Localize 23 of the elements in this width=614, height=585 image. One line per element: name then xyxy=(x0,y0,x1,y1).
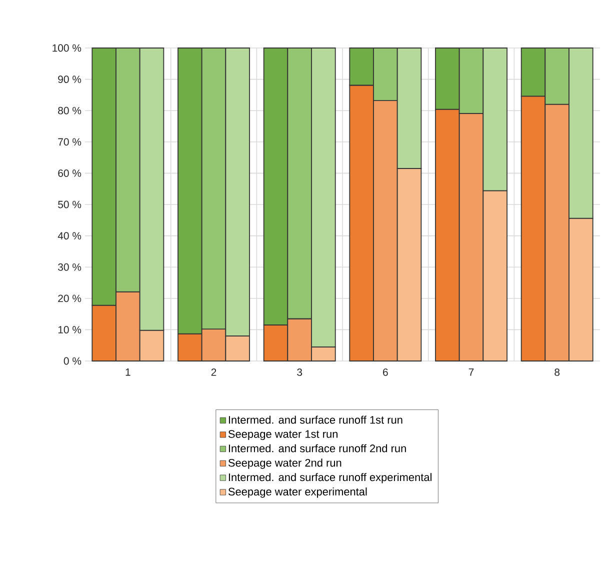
y-tick-label: 40 % xyxy=(58,232,82,240)
y-tick-label: 100 % xyxy=(52,44,82,52)
legend-label: Intermed. and surface runoff 2nd run xyxy=(228,444,406,452)
legend-label: Seepage water experimental xyxy=(228,487,367,498)
y-tick-label: 80 % xyxy=(58,106,82,114)
legend-label: Intermed. and surface runoff 1st run xyxy=(228,416,402,424)
y-tick-label: 0 % xyxy=(64,357,82,365)
x-tick-label: 6 xyxy=(383,368,388,376)
x-tick-label: 2 xyxy=(211,368,216,376)
y-tick-label: 90 % xyxy=(58,76,82,84)
y-tick-label: 50 % xyxy=(58,200,82,208)
y-tick-label: 30 % xyxy=(58,263,82,271)
y-tick-label: 20 % xyxy=(58,294,82,302)
legend-label: Seepage water 2nd run xyxy=(228,458,342,469)
legend-label: Intermed. and surface runoff experimental xyxy=(228,473,432,484)
y-tick-label: 70 % xyxy=(58,138,82,146)
y-tick-label: 60 % xyxy=(58,170,82,177)
x-tick-label: 3 xyxy=(297,368,302,376)
y-tick-label: 10 % xyxy=(58,326,82,334)
x-tick-label: 1 xyxy=(126,368,130,376)
x-tick-label: 7 xyxy=(468,368,474,376)
x-tick-label: 8 xyxy=(554,368,560,376)
legend-label: Seepage water 1st run xyxy=(228,430,338,440)
